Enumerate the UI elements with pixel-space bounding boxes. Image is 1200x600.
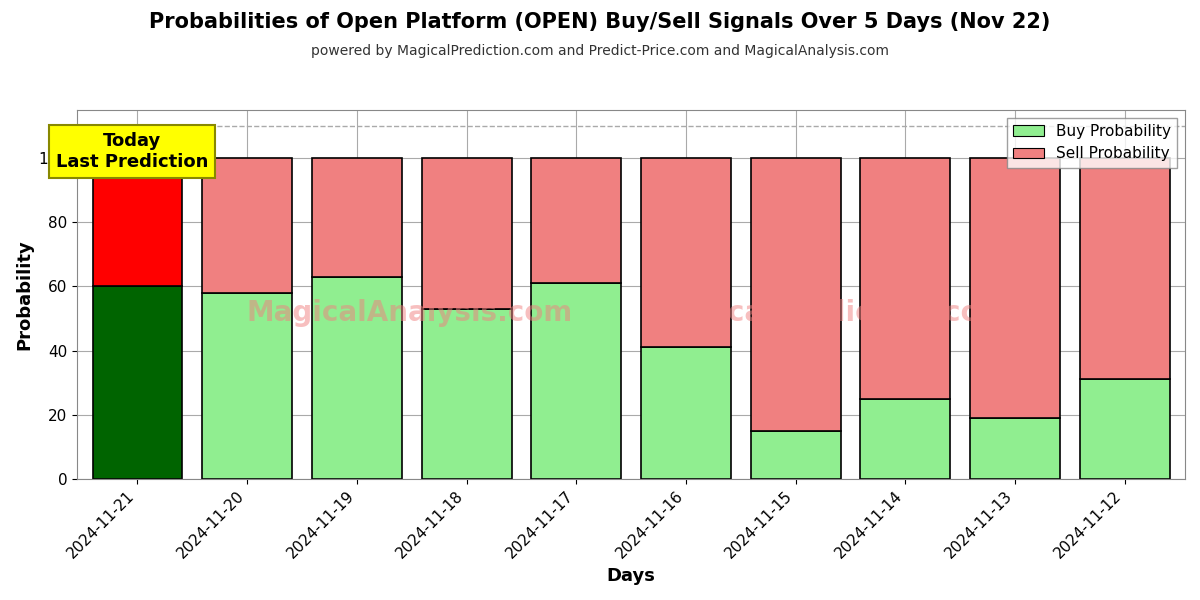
Bar bbox=[312, 277, 402, 479]
Bar bbox=[421, 158, 511, 309]
X-axis label: Days: Days bbox=[607, 567, 655, 585]
Bar bbox=[421, 309, 511, 479]
Bar bbox=[751, 431, 840, 479]
Bar bbox=[751, 158, 840, 431]
Bar bbox=[1080, 158, 1170, 379]
Text: powered by MagicalPrediction.com and Predict-Price.com and MagicalAnalysis.com: powered by MagicalPrediction.com and Pre… bbox=[311, 44, 889, 58]
Bar bbox=[202, 158, 292, 293]
Y-axis label: Probability: Probability bbox=[14, 239, 32, 350]
Text: MagicalPrediction.com: MagicalPrediction.com bbox=[653, 299, 1009, 327]
Bar bbox=[641, 347, 731, 479]
Bar bbox=[92, 158, 182, 286]
Bar bbox=[1080, 379, 1170, 479]
Text: MagicalAnalysis.com: MagicalAnalysis.com bbox=[246, 299, 572, 327]
Bar bbox=[860, 398, 950, 479]
Bar bbox=[532, 158, 622, 283]
Bar bbox=[970, 158, 1060, 418]
Text: Probabilities of Open Platform (OPEN) Buy/Sell Signals Over 5 Days (Nov 22): Probabilities of Open Platform (OPEN) Bu… bbox=[149, 12, 1051, 32]
Text: Today
Last Prediction: Today Last Prediction bbox=[56, 133, 208, 171]
Bar bbox=[970, 418, 1060, 479]
Bar bbox=[532, 283, 622, 479]
Bar bbox=[641, 158, 731, 347]
Bar bbox=[860, 158, 950, 398]
Legend: Buy Probability, Sell Probability: Buy Probability, Sell Probability bbox=[1007, 118, 1177, 167]
Bar bbox=[312, 158, 402, 277]
Bar bbox=[202, 293, 292, 479]
Bar bbox=[92, 286, 182, 479]
